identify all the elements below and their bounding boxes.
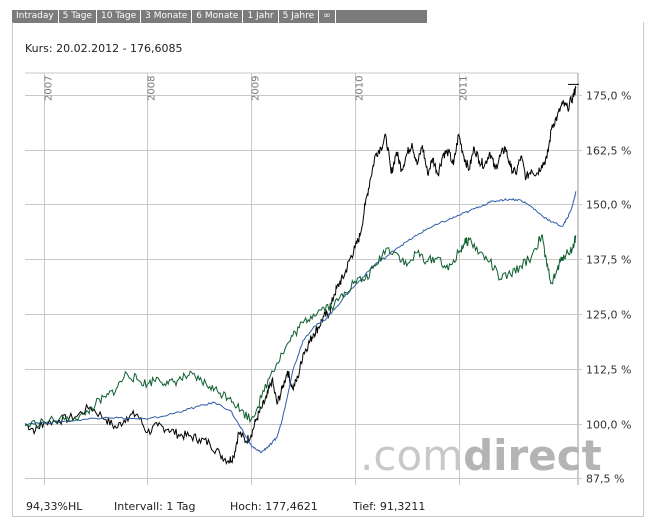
y-tick-label: 87,5 % <box>586 473 624 486</box>
chart-panel <box>12 22 644 517</box>
x-tick-label: 2008 <box>147 76 158 101</box>
y-tick-label: 100,0 % <box>586 419 631 432</box>
chart-grid <box>25 72 582 485</box>
series-line-blue <box>24 191 577 454</box>
tab-5[interactable]: 1 Jahr <box>243 10 279 23</box>
series-line-green <box>24 234 577 429</box>
x-tick-label: 2011 <box>459 76 470 101</box>
low-value: Tief: 91,3211 <box>353 500 426 513</box>
tab-4[interactable]: 6 Monate <box>192 10 244 23</box>
y-tick-label: 150,0 % <box>586 199 631 212</box>
performance-value: 94,33%HL <box>26 500 83 513</box>
axis-labels: 175,0 % 162,5 % 150,0 % 137,5 % 125,0 % 112,5… <box>44 76 632 486</box>
high-value: Hoch: 177,4621 <box>230 500 318 513</box>
tab-7[interactable]: ∞ <box>319 10 336 23</box>
series-line-main <box>24 86 577 465</box>
y-tick-label: 125,0 % <box>586 309 631 322</box>
tab-2[interactable]: 10 Tage <box>97 10 142 23</box>
interval-value: Intervall: 1 Tag <box>114 500 196 513</box>
tab-6[interactable]: 5 Jahre <box>279 10 320 23</box>
x-tick-label: 2007 <box>44 76 55 101</box>
x-tick-label: 2010 <box>355 76 366 101</box>
timeframe-tabs: Intraday 5 Tage 10 Tage 3 Monate 6 Monate 1 J… <box>12 10 427 23</box>
tab-1[interactable]: 5 Tage <box>59 10 98 23</box>
tab-0[interactable]: Intraday <box>12 10 59 23</box>
y-tick-label: 175,0 % <box>586 90 631 103</box>
y-tick-label: 162,5 % <box>586 145 631 158</box>
chart-series <box>24 83 579 465</box>
watermark: .comdirect <box>360 431 602 480</box>
quote-text: Kurs: 20.02.2012 - 176,6085 <box>25 42 183 55</box>
tab-3[interactable]: 3 Monate <box>141 10 193 23</box>
x-tick-label: 2009 <box>251 76 262 101</box>
y-tick-label: 112,5 % <box>586 364 631 377</box>
y-tick-label: 137,5 % <box>586 254 631 267</box>
